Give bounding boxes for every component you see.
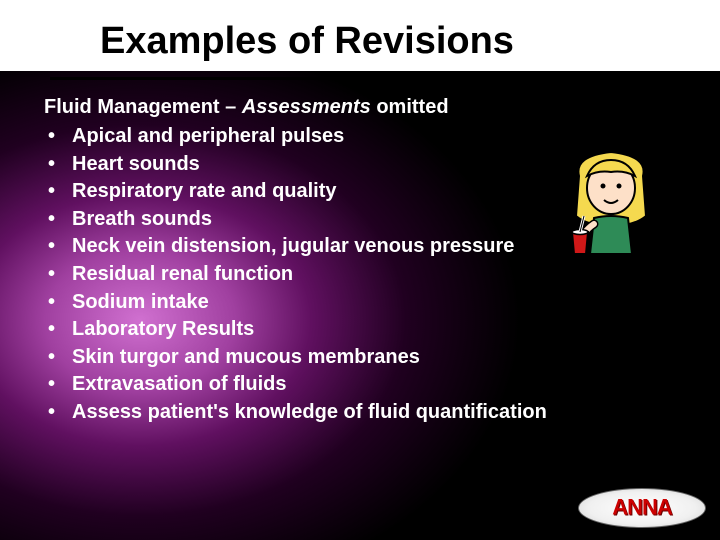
list-item: Skin turgor and mucous membranes [44,344,720,372]
heading-italic: Assessments [242,96,371,118]
clipart-girl-drink-icon [564,146,658,256]
heading-prefix: Fluid Management – [44,96,242,118]
list-item: Extravasation of fluids [44,371,720,399]
content-heading: Fluid Management – Assessments omitted [44,96,720,119]
heading-suffix: omitted [371,96,449,118]
slide-title: Examples of Revisions [100,20,680,63]
slide: Examples of Revisions Fluid Management –… [0,0,720,540]
list-item: Assess patient's knowledge of fluid quan… [44,399,720,427]
list-item: Sodium intake [44,289,720,317]
anna-logo: ANNA [578,488,706,534]
logo-text: ANNA [612,494,672,520]
list-item: Residual renal function [44,261,720,289]
list-item: Laboratory Results [44,316,720,344]
title-area: Examples of Revisions [0,0,720,71]
logo-oval: ANNA [578,488,706,528]
